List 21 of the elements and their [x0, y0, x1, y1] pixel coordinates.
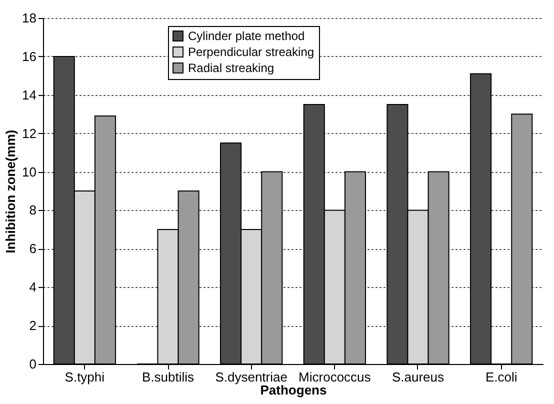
y-tick-label: 10 [22, 164, 36, 180]
y-tick-label: 6 [29, 241, 36, 256]
legend-label: Radial streaking [188, 61, 274, 75]
y-tick-label: 4 [29, 280, 36, 295]
y-tick-label: 14 [22, 87, 36, 102]
legend-label: Cylinder plate method [188, 29, 305, 43]
x-tick-label: E.coli [485, 370, 518, 384]
y-tick-label: 0 [29, 356, 36, 372]
y-tick-label: 12 [22, 126, 36, 141]
x-tick-label: S.typhi [64, 370, 105, 384]
y-tick-label: 18 [22, 10, 36, 26]
x-tick-label: S.aureus [392, 370, 445, 384]
x-tick-label: S.dysentriae [215, 370, 288, 384]
legend-label: Perpendicular streaking [188, 45, 314, 59]
y-tick-label: 2 [29, 318, 36, 334]
x-tick-label: Micrococcus [298, 370, 372, 384]
y-tick-label: 8 [29, 202, 36, 218]
x-axis-title: Pathogens [260, 382, 327, 398]
y-axis-title: Inhibition zone(mm) [3, 130, 18, 254]
y-tick-label: 16 [22, 48, 36, 64]
x-tick-label: B.subtilis [142, 370, 195, 384]
